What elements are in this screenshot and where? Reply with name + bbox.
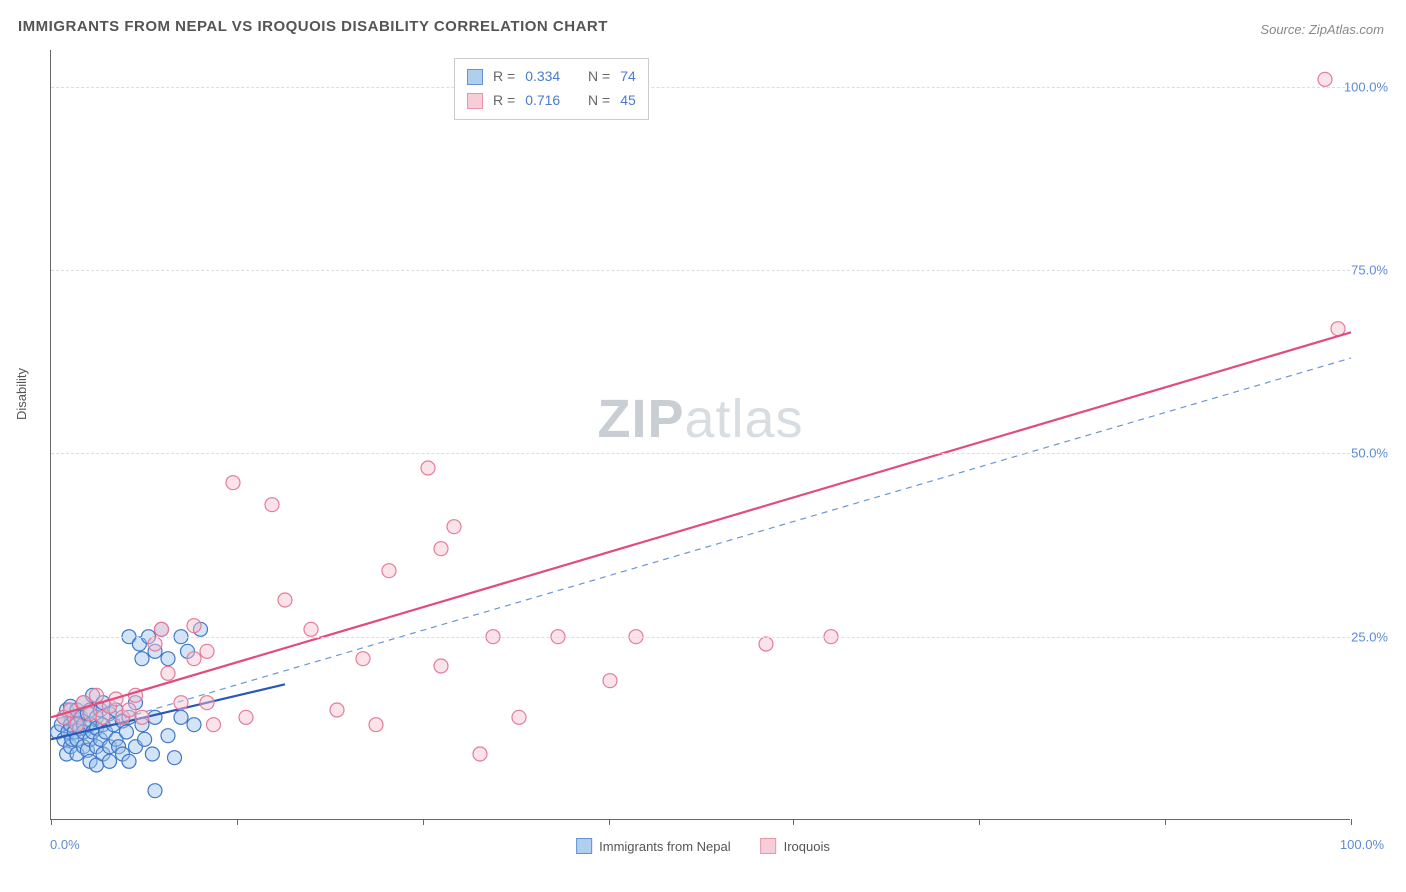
scatter-point: [187, 619, 201, 633]
scatter-point: [759, 637, 773, 651]
y-tick-label: 50.0%: [1351, 446, 1388, 461]
scatter-point: [369, 718, 383, 732]
scatter-point: [122, 754, 136, 768]
legend-n-label: N =: [588, 65, 610, 89]
scatter-plot-svg: [51, 50, 1350, 819]
y-axis-label: Disability: [14, 368, 29, 420]
scatter-point: [145, 747, 159, 761]
correlation-legend: R = 0.334 N = 74R = 0.716 N = 45: [454, 58, 649, 120]
scatter-point: [90, 688, 104, 702]
scatter-point: [70, 718, 84, 732]
scatter-point: [226, 476, 240, 490]
scatter-point: [138, 732, 152, 746]
scatter-point: [161, 652, 175, 666]
source-label: Source:: [1260, 22, 1305, 37]
legend-label: Iroquois: [784, 839, 830, 854]
scatter-point: [330, 703, 344, 717]
scatter-point: [603, 674, 617, 688]
scatter-point: [148, 637, 162, 651]
x-tick: [237, 819, 238, 825]
plot-area: ZIPatlas: [50, 50, 1350, 820]
legend-n-value: 45: [620, 89, 636, 113]
scatter-point: [434, 542, 448, 556]
chart-title: IMMIGRANTS FROM NEPAL VS IROQUOIS DISABI…: [18, 18, 608, 35]
grid-line: [51, 87, 1350, 88]
x-tick-min: 0.0%: [50, 837, 80, 852]
scatter-point: [200, 696, 214, 710]
scatter-point: [1331, 322, 1345, 336]
legend-r-value: 0.716: [525, 89, 560, 113]
bottom-legend-item: Immigrants from Nepal: [576, 838, 730, 854]
regression-line-dashed: [51, 358, 1351, 739]
scatter-point: [382, 564, 396, 578]
scatter-point: [103, 754, 117, 768]
legend-swatch: [576, 838, 592, 854]
scatter-point: [122, 703, 136, 717]
legend-n-value: 74: [620, 65, 636, 89]
x-tick-max: 100.0%: [1340, 837, 1384, 852]
x-tick: [423, 819, 424, 825]
scatter-point: [83, 707, 97, 721]
y-tick-label: 75.0%: [1351, 263, 1388, 278]
x-tick: [793, 819, 794, 825]
scatter-point: [148, 784, 162, 798]
grid-line: [51, 637, 1350, 638]
y-tick-label: 100.0%: [1344, 79, 1388, 94]
source-name: ZipAtlas.com: [1309, 22, 1384, 37]
scatter-point: [447, 520, 461, 534]
scatter-point: [512, 710, 526, 724]
scatter-point: [239, 710, 253, 724]
legend-label: Immigrants from Nepal: [599, 839, 730, 854]
legend-n-label: N =: [588, 89, 610, 113]
x-tick: [1165, 819, 1166, 825]
scatter-point: [161, 666, 175, 680]
scatter-point: [473, 747, 487, 761]
scatter-point: [174, 710, 188, 724]
scatter-point: [119, 725, 133, 739]
regression-line: [51, 332, 1351, 717]
scatter-point: [148, 710, 162, 724]
scatter-point: [187, 718, 201, 732]
scatter-point: [135, 652, 149, 666]
legend-r-value: 0.334: [525, 65, 560, 89]
y-tick-label: 25.0%: [1351, 629, 1388, 644]
scatter-point: [265, 498, 279, 512]
scatter-point: [207, 718, 221, 732]
bottom-legend: Immigrants from Nepal Iroquois: [576, 838, 830, 854]
scatter-point: [356, 652, 370, 666]
legend-r-label: R =: [493, 89, 515, 113]
x-tick: [51, 819, 52, 825]
scatter-point: [1318, 72, 1332, 86]
legend-r-label: R =: [493, 65, 515, 89]
legend-swatch: [761, 838, 777, 854]
scatter-point: [161, 729, 175, 743]
scatter-point: [187, 652, 201, 666]
legend-row: R = 0.716 N = 45: [467, 89, 636, 113]
source-credit: Source: ZipAtlas.com: [1260, 22, 1384, 37]
scatter-point: [421, 461, 435, 475]
grid-line: [51, 453, 1350, 454]
bottom-legend-item: Iroquois: [761, 838, 830, 854]
scatter-point: [200, 644, 214, 658]
legend-swatch: [467, 69, 483, 85]
chart-container: IMMIGRANTS FROM NEPAL VS IROQUOIS DISABI…: [0, 0, 1406, 892]
legend-row: R = 0.334 N = 74: [467, 65, 636, 89]
scatter-point: [135, 710, 149, 724]
x-tick: [609, 819, 610, 825]
x-tick: [1351, 819, 1352, 825]
scatter-point: [174, 696, 188, 710]
scatter-point: [434, 659, 448, 673]
scatter-point: [278, 593, 292, 607]
grid-line: [51, 270, 1350, 271]
scatter-point: [304, 622, 318, 636]
legend-swatch: [467, 93, 483, 109]
scatter-point: [168, 751, 182, 765]
scatter-point: [155, 622, 169, 636]
x-tick: [979, 819, 980, 825]
